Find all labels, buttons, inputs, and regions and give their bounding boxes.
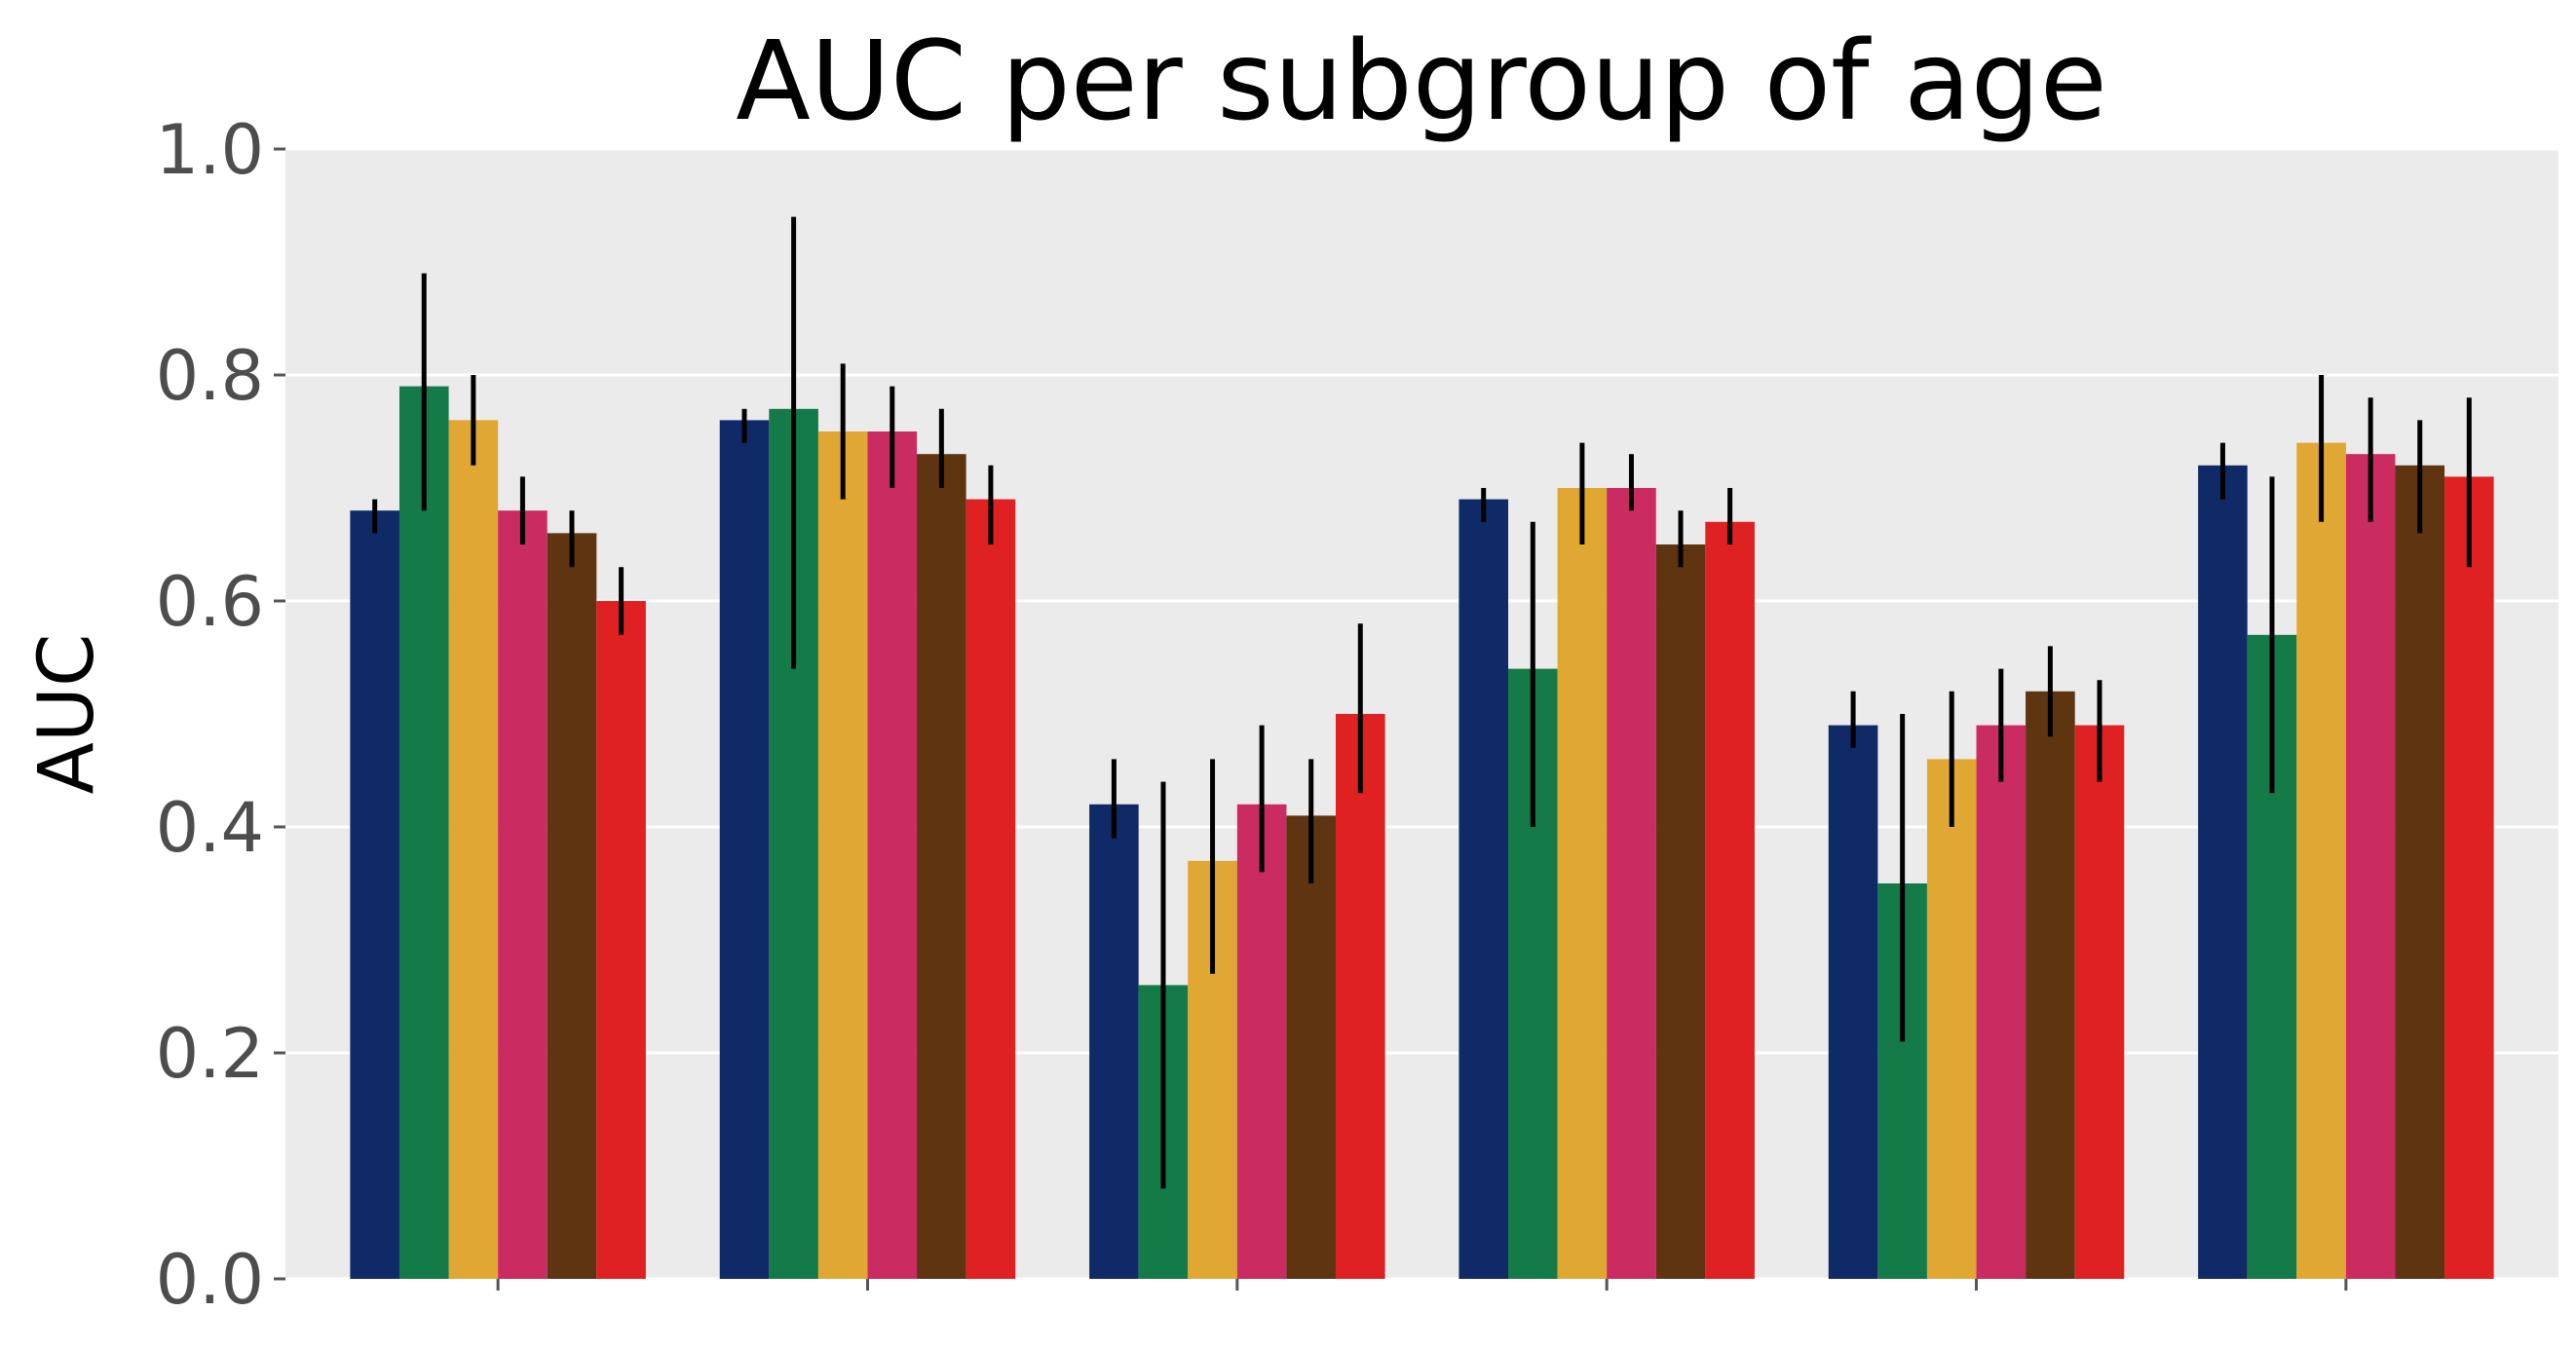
bar (2074, 725, 2125, 1279)
bar (1236, 804, 1287, 1279)
y-tick-label: 0.4 (156, 788, 264, 868)
chart-title: AUC per subgroup of age (736, 19, 2107, 145)
bar (2444, 476, 2494, 1279)
y-tick-label: 0.0 (156, 1240, 264, 1320)
bar (1655, 544, 1706, 1279)
bar (1926, 759, 1977, 1279)
y-axis: 0.0 0.2 0.4 0.6 0.8 1.0 (156, 110, 285, 1320)
bar (1705, 521, 1755, 1279)
bar (498, 510, 548, 1279)
plot-background (285, 149, 2558, 1279)
gridlines (285, 147, 2558, 1281)
bar (2026, 691, 2075, 1279)
bar (1286, 815, 1336, 1279)
bar (1828, 725, 1878, 1279)
bar (817, 431, 868, 1279)
errorbars-layer (372, 216, 2472, 1189)
y-tick-label: 0.8 (156, 336, 264, 416)
bar (350, 510, 399, 1279)
bar (1458, 499, 1509, 1279)
bar (719, 420, 770, 1279)
y-tick-label: 1.0 (156, 110, 264, 190)
x-axis (496, 1279, 2348, 1291)
bar (2296, 442, 2346, 1280)
bar (2198, 465, 2248, 1279)
bar (398, 386, 449, 1280)
bar (2345, 454, 2396, 1279)
bar (596, 601, 646, 1279)
y-tick-label: 0.2 (156, 1014, 264, 1094)
bar (2395, 465, 2445, 1279)
y-tick-label: 0.6 (156, 562, 264, 642)
bar (1089, 804, 1139, 1279)
bar (1607, 488, 1656, 1279)
bar (448, 420, 499, 1279)
bar (1976, 725, 2027, 1279)
bar (1335, 714, 1385, 1279)
bar (547, 533, 597, 1279)
bar (1557, 488, 1608, 1279)
bar (966, 499, 1016, 1279)
y-axis-label: AUC (23, 634, 111, 795)
bar (917, 454, 966, 1279)
bar (867, 431, 918, 1279)
